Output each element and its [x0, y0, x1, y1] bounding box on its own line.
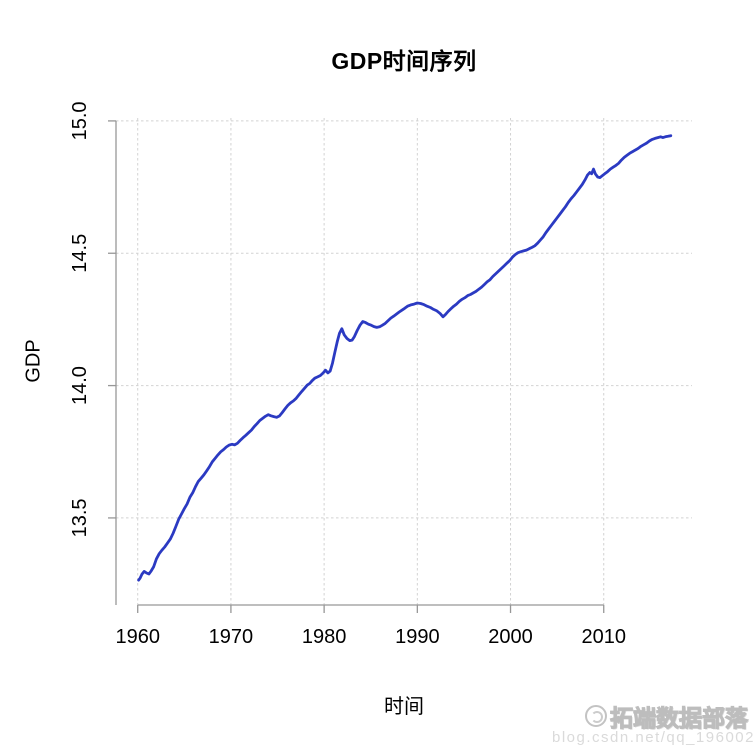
watermark-brand: 拓端数据部落	[585, 699, 749, 733]
tecdat-logo-icon	[585, 705, 607, 727]
y-axis-label: GDP	[22, 339, 45, 383]
y-tick-label: 13.5	[69, 498, 91, 537]
y-tick-label: 15.0	[69, 101, 91, 140]
watermark-url: blog.csdn.net/qq_19600291	[552, 729, 753, 746]
x-tick-label: 1990	[395, 626, 440, 648]
x-tick-label: 2010	[581, 626, 626, 648]
gdp-series-line	[137, 134, 673, 582]
x-tick-label: 1970	[209, 626, 254, 648]
x-tick-label: 1960	[115, 626, 160, 648]
x-tick-label: 2000	[488, 626, 533, 648]
x-axis-label: 时间	[384, 696, 424, 718]
x-tick-label: 1980	[302, 626, 347, 648]
y-tick-label: 14.0	[69, 366, 91, 405]
y-tick-label: 14.5	[69, 234, 91, 273]
chart-title: GDP时间序列	[331, 48, 477, 74]
watermark-brand-text: 拓端数据部落	[610, 705, 749, 732]
